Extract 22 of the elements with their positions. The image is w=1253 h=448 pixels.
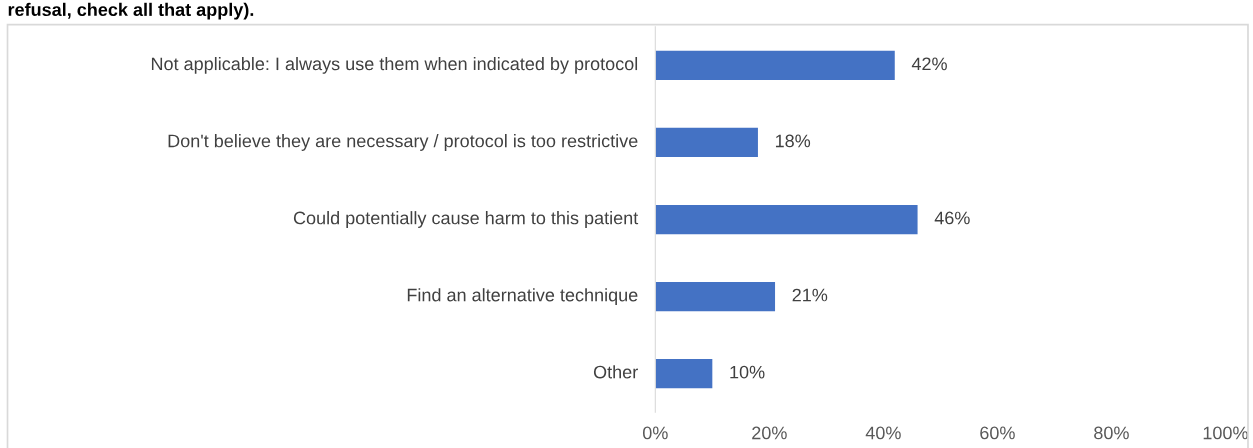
bar: [655, 358, 713, 389]
data-label: 42%: [911, 57, 947, 71]
y-tick-label: Not applicable: I always use them when indicated by protocol: [151, 56, 638, 74]
y-tick-label: Find an alternative technique: [407, 288, 638, 305]
bar: [655, 281, 776, 312]
data-label: 21%: [792, 288, 828, 302]
bar: [655, 204, 918, 235]
bar: [655, 127, 758, 158]
x-tick-label: 80%: [1094, 426, 1129, 440]
data-label: 10%: [730, 365, 765, 379]
y-tick-label: Don't believe they are necessary / protocol is too restrictive: [168, 134, 638, 151]
y-tick-label: Other: [593, 365, 638, 379]
x-tick-label: 40%: [865, 426, 901, 440]
x-tick-label: 60%: [980, 426, 1015, 440]
data-label: 18%: [775, 134, 811, 148]
x-tick-label: 0%: [642, 426, 668, 440]
bar: [655, 50, 895, 81]
x-tick-label: 20%: [752, 426, 787, 440]
data-label: 46%: [934, 211, 970, 225]
text: refusal, check all that apply).: [8, 2, 254, 20]
x-tick-label: 100%: [1203, 426, 1248, 440]
y-tick-label: Could potentially cause harm to this patient: [293, 211, 639, 228]
